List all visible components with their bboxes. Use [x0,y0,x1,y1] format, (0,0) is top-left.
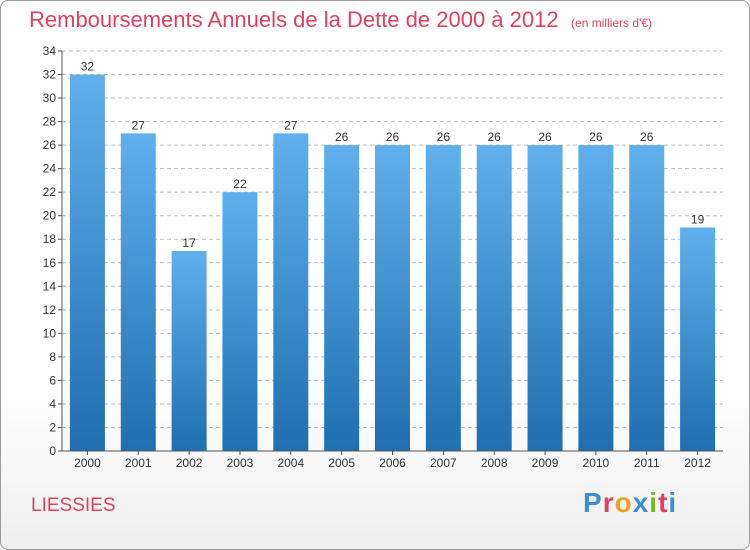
title-text: Remboursements Annuels de la Dette de 20… [29,7,559,32]
y-tick-label: 16 [43,256,57,270]
y-tick-label: 30 [43,91,57,105]
x-tick-label: 2001 [125,456,152,470]
logo-letter: o [614,487,633,518]
logo-letter: x [632,487,650,518]
bar-2004 [273,133,309,451]
x-tick-label: 2000 [74,456,101,470]
x-tick-label: 2007 [430,456,457,470]
y-tick-label: 20 [43,209,57,223]
data-label: 17 [182,236,196,250]
x-tick-label: 2002 [176,456,203,470]
place-name: LIESSIES [31,495,116,516]
bar-2012 [680,227,716,451]
logo-letter: r [602,487,615,518]
y-tick-label: 8 [49,350,56,364]
bar-2009 [527,145,563,451]
x-tick-label: 2004 [277,456,304,470]
y-tick-label: 28 [43,115,57,129]
bars [69,74,716,452]
y-tick-label: 26 [43,138,57,152]
x-tick-label: 2006 [379,456,406,470]
proxiti-logo: Proxiti [583,487,677,519]
y-tick-label: 24 [43,162,57,176]
y-tick-label: 2 [49,420,56,434]
y-tick-label: 6 [49,373,56,387]
y-tick-label: 12 [43,303,57,317]
y-tick-label: 0 [49,444,56,458]
y-tick-label: 18 [43,232,57,246]
logo-letter: P [583,487,603,518]
data-label: 26 [386,130,400,144]
data-label: 27 [132,118,146,132]
bar-2007 [425,145,461,451]
labels: 32 27 17 22 27 26 26 26 26 26 26 26 19 [81,60,705,250]
chart-title: Remboursements Annuels de la Dette de 20… [29,7,652,33]
bar-2011 [629,145,665,451]
bar-2003 [222,192,258,452]
data-label: 26 [335,130,349,144]
logo-letter: t [658,487,669,518]
data-label: 26 [589,130,603,144]
y-tick-label: 14 [43,279,57,293]
x-tick-label: 2009 [532,456,559,470]
bar-2002 [171,251,207,451]
bar-2005 [324,145,360,451]
x-tick-label: 2005 [328,456,355,470]
data-label: 32 [81,60,95,74]
y-tick-label: 22 [43,185,57,199]
y-tick-label: 34 [43,44,57,58]
bar-2000 [69,74,105,451]
logo-letter: i [668,487,678,518]
x-tick-label: 2012 [684,456,711,470]
x-tick-label: 2003 [227,456,254,470]
y-tick-label: 10 [43,326,57,340]
bar-2001 [120,133,156,451]
bar-2010 [578,145,614,451]
data-label: 19 [691,212,705,226]
bar-2008 [476,145,512,451]
data-label: 26 [538,130,552,144]
data-label: 22 [233,177,247,191]
data-label: 26 [488,130,502,144]
unit-label: (en milliers d'€) [571,16,653,30]
data-label: 26 [437,130,451,144]
bar-2006 [375,145,410,451]
x-tick-label: 2010 [583,456,610,470]
x-tick-label: 2011 [634,456,660,470]
data-label: 27 [284,118,298,132]
x-tick-label: 2008 [481,456,508,470]
y-tick-label: 32 [43,68,57,82]
logo-letter: i [649,487,659,518]
data-label: 26 [640,130,654,144]
y-tick-label: 4 [49,397,56,411]
